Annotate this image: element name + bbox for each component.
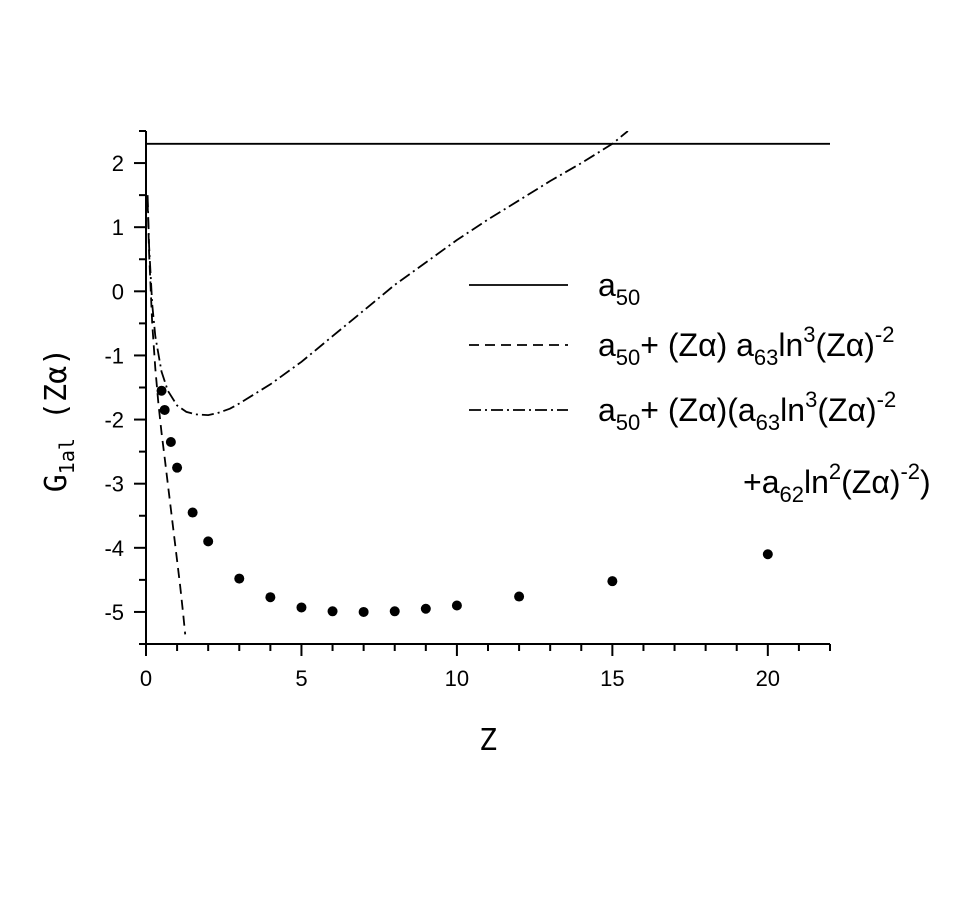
data-point xyxy=(327,606,338,617)
y-tick-label: -1 xyxy=(104,343,124,368)
data-point xyxy=(159,404,170,415)
legend-label: a50 xyxy=(598,267,640,310)
data-point xyxy=(187,507,198,518)
x-tick-label: 20 xyxy=(756,666,780,691)
data-point xyxy=(172,462,183,473)
data-point xyxy=(203,536,214,547)
y-tick-label: -4 xyxy=(104,536,124,561)
series-group xyxy=(146,131,830,635)
legend-label: +a62ln2(Zα)-2) xyxy=(743,459,931,507)
y-tick-label: 2 xyxy=(112,151,124,176)
y-axis-title-sub: 1al xyxy=(55,438,79,474)
x-tick-label: 0 xyxy=(140,666,152,691)
legend-label: a50+ (Zα) a63ln3(Zα)-2 xyxy=(598,322,894,370)
axes: 0 5 10 15 20 -5 -4 -3 -2 -1 0 1 2 xyxy=(104,130,831,691)
data-point xyxy=(420,603,431,614)
series-line-dash-dot xyxy=(146,131,629,417)
data-point xyxy=(762,549,773,560)
data-point xyxy=(234,573,245,584)
x-tick-label: 5 xyxy=(295,666,307,691)
legend: a50 a50+ (Zα) a63ln3(Zα)-2 a50+ (Zα)(a63ln… xyxy=(469,267,931,507)
legend-label: a50+ (Zα)(a63ln3(Zα)-2 xyxy=(598,387,896,435)
data-point xyxy=(451,600,462,611)
y-tick-label: 1 xyxy=(112,215,124,240)
series-line-dashed xyxy=(146,201,187,635)
y-tick-label: -3 xyxy=(104,472,124,497)
y-axis-title-main: G xyxy=(39,474,74,492)
data-point xyxy=(156,385,167,396)
y-tick-label: -2 xyxy=(104,408,124,433)
data-point xyxy=(358,606,369,617)
x-tick-label: 10 xyxy=(445,666,469,691)
data-point xyxy=(514,591,525,602)
data-point xyxy=(165,437,176,448)
x-axis-title: Z xyxy=(479,723,497,758)
svg-text:G1al (Zα): G1al (Zα) xyxy=(39,348,79,493)
data-point xyxy=(607,576,618,587)
data-point xyxy=(389,606,400,617)
y-axis-title-tail: (Zα) xyxy=(39,348,74,438)
data-point xyxy=(296,602,307,613)
y-tick-label: -5 xyxy=(104,600,124,625)
y-axis-title: G1al (Zα) xyxy=(39,348,79,493)
y-tick-label: 0 xyxy=(112,279,124,304)
data-point xyxy=(265,592,276,603)
x-tick-label: 15 xyxy=(600,666,624,691)
